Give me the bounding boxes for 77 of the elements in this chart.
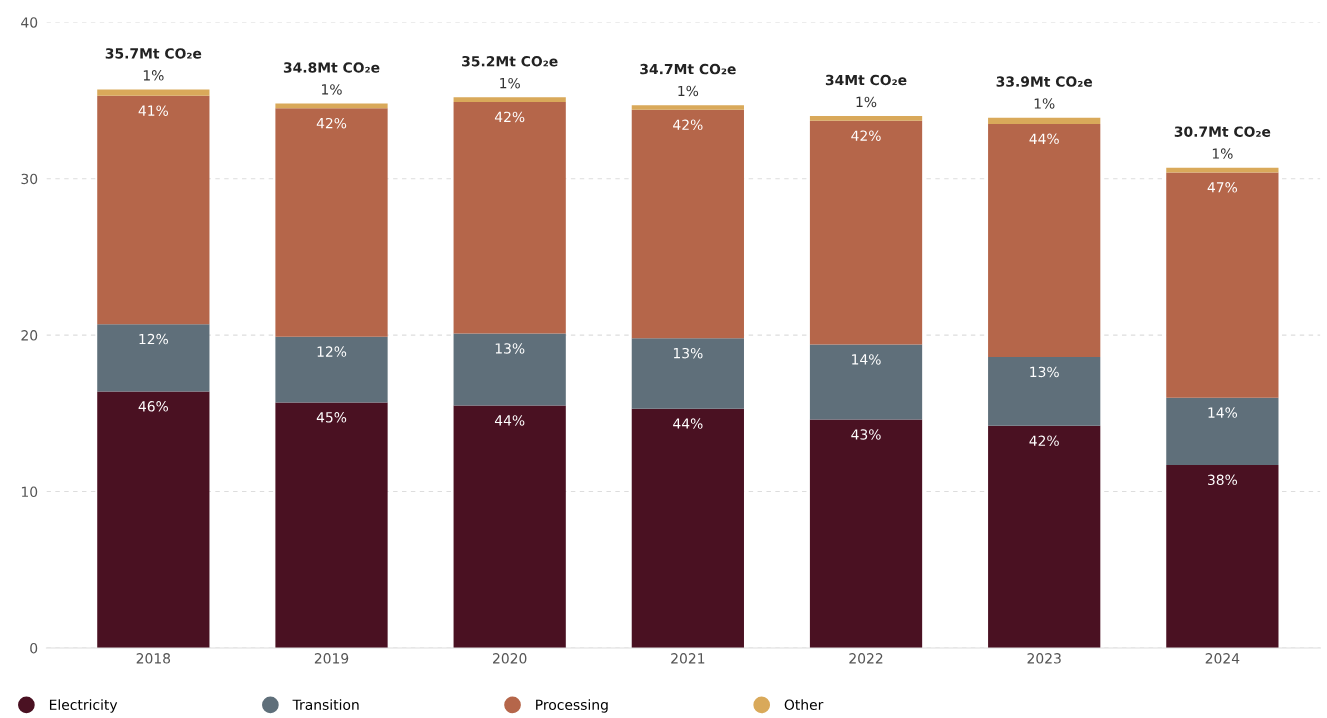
- bar: [631, 105, 744, 110]
- annotation: 44%: [673, 418, 703, 429]
- annotation: 1%: [1212, 148, 1233, 159]
- annotation: 44%: [1029, 133, 1059, 145]
- x-tick-label: 2024: [1205, 653, 1240, 664]
- bar: [988, 117, 1101, 124]
- bar: [1166, 397, 1279, 465]
- bar: [809, 419, 923, 648]
- x-tick-label: 2018: [136, 653, 171, 664]
- legend-label: Processing: [536, 699, 608, 713]
- annotation: 1%: [856, 96, 877, 108]
- y-tick-label: 10: [21, 486, 38, 498]
- bar: [988, 357, 1101, 426]
- bar: [97, 89, 210, 96]
- annotation: 12%: [139, 333, 169, 345]
- bar: [275, 108, 388, 337]
- annotation: 42%: [673, 119, 703, 130]
- annotation: 1%: [1034, 98, 1055, 109]
- annotation: 42%: [494, 111, 525, 123]
- annotation: 42%: [1029, 435, 1059, 446]
- x-tick-label: 2023: [1027, 653, 1061, 664]
- annotation: 1%: [143, 70, 164, 81]
- annotation: 38%: [1208, 474, 1238, 486]
- total-label: 35.7Mt CO₂e: [105, 48, 202, 59]
- annotation: 42%: [316, 117, 347, 129]
- x-tick-label: 2020: [493, 653, 527, 664]
- annotation: 1%: [322, 84, 342, 95]
- bar: [809, 344, 923, 420]
- y-tick-label: 20: [21, 330, 38, 341]
- bar: [453, 405, 566, 648]
- y-tick-label: 0: [30, 642, 38, 654]
- bar: [631, 109, 744, 339]
- bar: [453, 102, 566, 334]
- bar: [988, 123, 1101, 358]
- bar: [453, 333, 566, 406]
- bar: [1166, 172, 1279, 398]
- total-label: 34.8Mt CO₂e: [283, 62, 380, 73]
- legend-label: Transition: [292, 699, 359, 710]
- annotation: 13%: [495, 343, 525, 354]
- bar: [809, 116, 923, 121]
- bar: [809, 120, 923, 345]
- total-label: 34.7Mt CO₂e: [640, 63, 736, 75]
- x-tick-label: 2022: [849, 653, 883, 664]
- annotation: 14%: [852, 354, 881, 365]
- total-label: 30.7Mt CO₂e: [1174, 126, 1271, 137]
- annotation: 42%: [851, 130, 881, 141]
- annotation: 46%: [138, 401, 169, 412]
- annotation: 14%: [1208, 407, 1238, 418]
- annotation: 12%: [317, 346, 347, 357]
- annotation: 13%: [1030, 366, 1059, 378]
- bar: [988, 425, 1101, 648]
- annotation: 1%: [500, 77, 520, 89]
- bar: [453, 97, 566, 103]
- x-tick-label: 2019: [314, 653, 349, 664]
- annotation: 44%: [494, 415, 525, 426]
- annotation: 13%: [673, 347, 703, 359]
- annotation: 43%: [851, 429, 881, 440]
- annotation: 1%: [678, 85, 699, 97]
- annotation: 45%: [316, 412, 347, 423]
- bar: [631, 408, 744, 648]
- bar: [97, 391, 210, 648]
- bar: [275, 336, 388, 403]
- x-tick-label: 2021: [671, 653, 705, 664]
- bar: [1166, 464, 1279, 648]
- bar: [631, 338, 744, 409]
- bar: [97, 95, 210, 325]
- bar: [275, 402, 388, 648]
- annotation: 47%: [1207, 182, 1238, 193]
- total-label: 34Mt CO₂e: [825, 74, 907, 86]
- total-label: 33.9Mt CO₂e: [996, 76, 1093, 87]
- total-label: 35.2Mt CO₂e: [462, 55, 558, 67]
- legend-label: Other: [784, 699, 824, 710]
- y-tick-label: 40: [21, 17, 38, 28]
- annotation: 41%: [138, 105, 169, 116]
- y-tick-label: 30: [21, 173, 38, 185]
- legend-label: Electricity: [49, 699, 118, 713]
- bar: [97, 324, 210, 392]
